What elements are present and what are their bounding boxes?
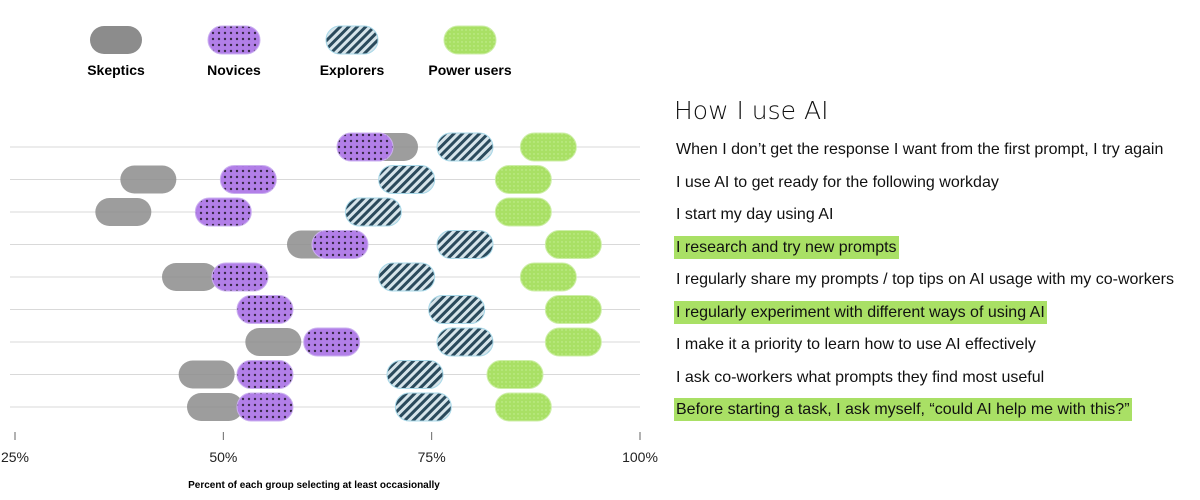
chart: Skeptics Novices Explorers Power users 25% 5… (1, 25, 658, 491)
mark-power-users (519, 132, 577, 162)
mark-explorers (344, 197, 402, 227)
mark-skeptics (162, 263, 218, 291)
statement-highlighted: I regularly experiment with different wa… (674, 297, 1200, 330)
statement-text: I research and try new prompts (674, 235, 899, 259)
statement-list: When I don’t get the response I want fro… (674, 134, 1200, 427)
mark-explorers (428, 295, 486, 324)
statement-text: I ask co-workers what prompts they find … (676, 368, 1045, 386)
legend-swatch-explorers (325, 25, 379, 55)
data-marks (95, 132, 602, 422)
mark-novices (236, 295, 294, 324)
mark-power-users (544, 295, 602, 324)
statement: I use AI to get ready for the following … (674, 167, 1200, 200)
x-tick-label: 75% (418, 449, 446, 465)
statement: When I don’t get the response I want fro… (674, 134, 1200, 167)
legend-label: Skeptics (87, 62, 145, 78)
statement-text: When I don’t get the response I want fro… (676, 141, 1164, 158)
x-axis: 25% 50% 75% 100% (1, 432, 658, 465)
x-axis-title: Percent of each group selecting at least… (188, 480, 440, 491)
statements-panel: How I use AI When I don’t get the respon… (674, 94, 1200, 427)
mark-power-users (494, 392, 552, 422)
x-tick-label: 50% (209, 449, 237, 465)
statement: I ask co-workers what prompts they find … (674, 362, 1200, 395)
mark-novices (336, 132, 394, 162)
mark-power-users (519, 262, 577, 292)
statement-highlighted: I research and try new prompts (674, 232, 1200, 265)
x-tick-label: 100% (622, 449, 658, 465)
statement: I make it a priority to learn how to use… (674, 329, 1200, 362)
mark-explorers (436, 230, 494, 259)
mark-explorers (386, 360, 444, 389)
mark-skeptics (178, 360, 235, 389)
legend-swatch-skeptics (90, 26, 142, 54)
mark-explorers (436, 132, 494, 162)
statement-text: I regularly experiment with different wa… (674, 300, 1047, 324)
mark-power-users (486, 360, 544, 389)
statement-text: I regularly share my prompts / top tips … (676, 271, 1174, 288)
statement: I regularly share my prompts / top tips … (674, 264, 1200, 297)
mark-novices (303, 327, 361, 357)
legend-label: Power users (428, 62, 511, 78)
mark-novices (236, 360, 294, 389)
statement: I start my day using AI (674, 199, 1200, 232)
mark-power-users (494, 197, 552, 227)
mark-power-users (544, 230, 602, 259)
mark-power-users (494, 165, 552, 194)
mark-novices (236, 392, 294, 422)
legend-swatch-power-users (443, 25, 497, 55)
mark-novices (311, 230, 369, 259)
legend-label: Explorers (320, 62, 385, 78)
legend-label: Novices (207, 62, 261, 78)
mark-skeptics (245, 328, 302, 356)
mark-skeptics (95, 198, 152, 226)
x-tick-label: 25% (1, 449, 29, 465)
mark-explorers (378, 165, 436, 194)
statement-text: I make it a priority to learn how to use… (676, 336, 1036, 353)
legend-swatch-novices (207, 25, 261, 55)
mark-skeptics (187, 393, 243, 421)
statement-text: I start my day using AI (676, 206, 834, 223)
mark-skeptics (120, 165, 177, 194)
mark-explorers (436, 327, 494, 357)
panel-title: How I use AI (674, 96, 829, 125)
mark-power-users (544, 327, 602, 357)
legend: Skeptics Novices Explorers Power users (87, 25, 512, 78)
statement-text: Before starting a task, I ask myself, “c… (674, 398, 1132, 421)
mark-novices (194, 197, 252, 227)
mark-novices (211, 262, 269, 292)
mark-explorers (394, 392, 452, 422)
statement-text: I use AI to get ready for the following … (676, 173, 999, 191)
mark-novices (219, 165, 277, 194)
statement-highlighted: Before starting a task, I ask myself, “c… (674, 394, 1200, 427)
mark-explorers (378, 262, 436, 292)
